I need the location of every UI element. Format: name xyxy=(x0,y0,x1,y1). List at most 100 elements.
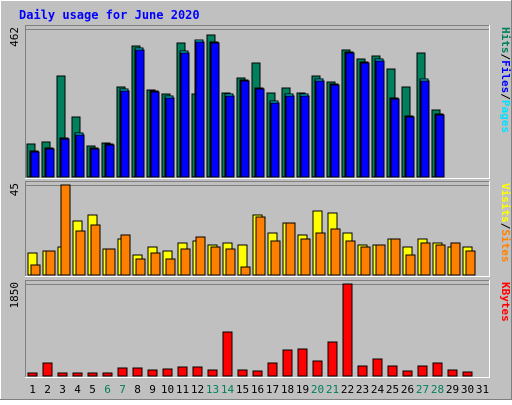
x-tick-label-day-5: 5 xyxy=(89,383,96,396)
series-label-separator: / xyxy=(499,223,512,230)
bar-sites-day-23 xyxy=(360,246,371,276)
bar-sites-day-18 xyxy=(285,222,296,276)
x-tick-label-day-4: 4 xyxy=(74,383,81,396)
bar-pages-day-16 xyxy=(255,88,265,178)
bar-sites-day-5 xyxy=(90,224,101,276)
x-tick-label-day-31: 31 xyxy=(476,383,489,396)
bar-kbytes-day-2 xyxy=(42,362,53,377)
x-tick-label-day-27: 27 xyxy=(416,383,429,396)
bar-kbytes-day-18 xyxy=(282,349,293,377)
bar-pages-day-24 xyxy=(375,60,385,178)
bar-pages-day-10 xyxy=(165,97,175,178)
bar-sites-day-12 xyxy=(195,236,206,276)
bar-sites-day-2 xyxy=(45,250,56,276)
bar-sites-day-26 xyxy=(405,254,416,276)
bar-kbytes-day-16 xyxy=(252,370,263,377)
x-tick-label-day-8: 8 xyxy=(134,383,141,396)
x-axis-labels: 1 2 3 4 5 6 7 8 9 10 11 12 13 14 15 16 17 18 19 20 21 22 23 24 2… xyxy=(29,383,489,396)
bar-pages-day-27 xyxy=(420,80,430,178)
x-tick-label-day-15: 15 xyxy=(236,383,249,396)
bar-sites-day-1 xyxy=(30,264,41,276)
bar-pages-day-11 xyxy=(180,52,190,178)
bar-sites-day-19 xyxy=(300,238,311,276)
bar-kbytes-day-29 xyxy=(447,369,458,377)
bar-kbytes-day-25 xyxy=(387,365,398,377)
bar-sites-day-4 xyxy=(75,230,86,276)
bar-pages-day-6 xyxy=(105,144,115,178)
bar-kbytes-day-24 xyxy=(372,358,383,377)
x-tick-label-day-30: 30 xyxy=(461,383,474,396)
bar-sites-day-16 xyxy=(255,216,266,276)
bar-pages-day-19 xyxy=(300,95,310,178)
x-tick-label-day-6: 6 xyxy=(104,383,111,396)
bar-kbytes-day-6 xyxy=(102,372,113,377)
x-tick-label-day-24: 24 xyxy=(371,383,385,396)
series-label-sites: Sites xyxy=(499,229,512,262)
bar-sites-day-6 xyxy=(105,248,116,276)
x-tick-label-day-9: 9 xyxy=(149,383,156,396)
bar-kbytes-day-14 xyxy=(222,331,233,377)
bar-kbytes-day-21 xyxy=(327,341,338,377)
bar-kbytes-day-12 xyxy=(192,366,203,377)
series-label-files: Files xyxy=(499,60,512,93)
bar-kbytes-day-26 xyxy=(402,370,413,377)
bar-pages-day-17 xyxy=(270,102,280,178)
y-max-label: 462 xyxy=(8,27,21,47)
bar-sites-day-21 xyxy=(330,228,341,276)
bar-kbytes-day-9 xyxy=(147,369,158,377)
bar-sites-day-15 xyxy=(240,266,251,276)
x-tick-label-day-12: 12 xyxy=(191,383,204,396)
x-tick-label-day-21: 21 xyxy=(326,383,339,396)
x-tick-label-day-3: 3 xyxy=(59,383,66,396)
bar-kbytes-day-27 xyxy=(417,365,428,377)
series-label-hits: Hits xyxy=(499,27,512,54)
bar-kbytes-day-15 xyxy=(237,369,248,377)
x-tick-label-day-18: 18 xyxy=(281,383,294,396)
bar-pages-day-12 xyxy=(195,41,205,178)
bar-kbytes-day-20 xyxy=(312,360,323,377)
bar-sites-day-17 xyxy=(270,240,281,276)
bar-sites-day-13 xyxy=(210,246,221,276)
bar-kbytes-day-28 xyxy=(432,362,443,377)
bar-sites-day-11 xyxy=(180,248,191,276)
panel-kbytes: 1850 KBytes xyxy=(8,280,512,378)
x-tick-label-day-2: 2 xyxy=(44,383,51,396)
bar-pages-day-9 xyxy=(150,91,160,178)
x-tick-label-day-28: 28 xyxy=(431,383,444,396)
bar-kbytes-day-13 xyxy=(207,369,218,377)
x-tick-label-day-16: 16 xyxy=(251,383,264,396)
bar-sites-day-25 xyxy=(390,238,401,276)
bar-kbytes-day-11 xyxy=(177,366,188,377)
y-max-label: 1850 xyxy=(8,282,21,309)
x-tick-label-day-26: 26 xyxy=(401,383,414,396)
x-tick-label-day-20: 20 xyxy=(311,383,324,396)
panel-hits: 462 Hits/Files/Pages xyxy=(8,25,512,179)
y-max-label: 45 xyxy=(8,183,21,196)
bar-pages-day-15 xyxy=(240,80,250,178)
bar-pages-day-20 xyxy=(315,80,325,178)
bar-kbytes-day-5 xyxy=(87,372,98,377)
x-tick-label-day-22: 22 xyxy=(341,383,354,396)
bar-kbytes-day-3 xyxy=(57,372,68,377)
x-tick-label-day-29: 29 xyxy=(446,383,459,396)
bar-pages-day-4 xyxy=(75,134,85,178)
bar-sites-day-14 xyxy=(225,248,236,276)
bar-sites-day-28 xyxy=(435,244,446,276)
bar-sites-day-10 xyxy=(165,258,176,276)
bar-sites-day-27 xyxy=(420,242,431,276)
bar-pages-day-3 xyxy=(60,138,70,178)
bar-sites-day-9 xyxy=(150,252,161,276)
x-tick-label-day-10: 10 xyxy=(161,383,174,396)
bar-kbytes-day-17 xyxy=(267,362,278,377)
x-tick-label-day-13: 13 xyxy=(206,383,219,396)
x-tick-label-day-17: 17 xyxy=(266,383,279,396)
bar-sites-day-24 xyxy=(375,244,386,276)
bar-sites-day-30 xyxy=(465,250,476,276)
x-tick-label-day-19: 19 xyxy=(296,383,309,396)
bar-pages-day-2 xyxy=(45,148,55,178)
x-tick-label-day-25: 25 xyxy=(386,383,399,396)
bar-pages-day-22 xyxy=(345,52,355,178)
bar-sites-day-29 xyxy=(450,242,461,276)
bar-pages-day-25 xyxy=(390,98,400,178)
